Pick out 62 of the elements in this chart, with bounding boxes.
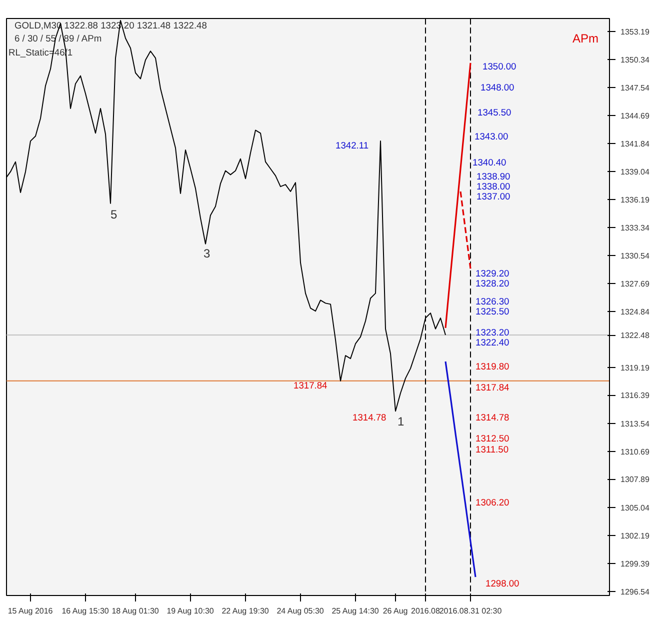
annotation: 1325.50 xyxy=(476,306,510,316)
y-tick-label: 1336.19 xyxy=(620,196,650,204)
annotation: 3 xyxy=(204,246,210,260)
annotation: 1328.20 xyxy=(476,278,510,288)
line-series xyxy=(444,62,472,329)
annotation: 1312.50 xyxy=(476,434,510,444)
annotation: 1329.20 xyxy=(476,268,510,278)
annotation: 1345.50 xyxy=(478,108,512,118)
y-tick-label: 1310.69 xyxy=(620,448,650,457)
y-tick-label: 1305.04 xyxy=(620,503,650,512)
x-tick-label: 2016.08.31 02:30 xyxy=(439,606,502,616)
annotation: 1317.84 xyxy=(476,382,510,392)
x-tick-label: 16 Aug 15:30 xyxy=(62,606,110,616)
annotation: 1348.00 xyxy=(480,82,514,92)
y-tick-label: 1344.69 xyxy=(620,111,650,120)
annotation: 1314.78 xyxy=(352,412,386,422)
x-tick-label: 2016.08 xyxy=(411,606,441,616)
y-tick-label: 1316.39 xyxy=(620,391,650,400)
annotation: 1322.40 xyxy=(476,338,510,348)
y-tick-label: 1330.54 xyxy=(620,251,650,260)
x-tick-label: 15 Aug 2016 xyxy=(8,606,54,616)
x-tick-label: 26 Aug xyxy=(382,606,408,616)
annotation: 1340.40 xyxy=(472,158,506,168)
y-tick-label: 1339.04 xyxy=(620,167,650,176)
annotation: 1314.78 xyxy=(476,412,510,422)
annotation: 5 xyxy=(110,208,118,222)
y-tick-label: 1299.39 xyxy=(620,559,650,568)
y-tick-label: 1333.34 xyxy=(620,224,650,233)
annotation: 1311.50 xyxy=(476,444,509,454)
y-tick-label: 1327.69 xyxy=(620,280,650,289)
annotation: 1323.20 xyxy=(476,328,510,338)
y-tick-label: 1313.54 xyxy=(620,419,650,428)
annotation: 1342.11 xyxy=(336,140,369,150)
annotation: 1 xyxy=(398,414,404,428)
annotation: 1326.30 xyxy=(476,296,510,306)
line-series xyxy=(444,360,476,578)
x-tick-label: 19 Aug 10:30 xyxy=(166,606,214,616)
annotation: 1298.00 xyxy=(486,578,520,588)
y-tick-label: 1307.89 xyxy=(620,475,650,484)
text: 6 / 30 / 55 / 89 / APm xyxy=(14,34,102,44)
y-tick-label: 1302.19 xyxy=(620,532,650,541)
annotation: 1343.00 xyxy=(474,132,508,142)
x-tick-label: 24 Aug 05:30 xyxy=(276,606,324,616)
x-tick-label: 25 Aug 14:30 xyxy=(332,606,380,616)
y-tick-label: 1324.84 xyxy=(620,308,650,317)
y-tick-label: 1319.19 xyxy=(620,364,650,373)
x-tick-label: 18 Aug 01:30 xyxy=(112,606,160,616)
y-tick-label: 1353.19 xyxy=(620,27,650,36)
annotation: 1350.00 xyxy=(482,62,516,72)
y-tick-label: 1347.54 xyxy=(620,83,650,92)
annotation: 1306.20 xyxy=(476,498,510,508)
annotation: APm xyxy=(572,32,599,46)
y-tick-label: 1350.34 xyxy=(620,56,650,65)
annotation: 1338.00 xyxy=(476,182,510,192)
ref-line-label: 1322.48 xyxy=(620,331,650,340)
annotation: 1338.90 xyxy=(476,172,510,182)
x-tick-label: 22 Aug 19:30 xyxy=(222,606,270,616)
annotation: 1319.80 xyxy=(476,362,510,372)
y-tick-label: 1341.84 xyxy=(620,140,650,149)
y-tick-label: 1296.54 xyxy=(620,587,650,596)
annotation: 1317.84 xyxy=(294,380,328,390)
annotation: 1337.00 xyxy=(476,192,510,202)
